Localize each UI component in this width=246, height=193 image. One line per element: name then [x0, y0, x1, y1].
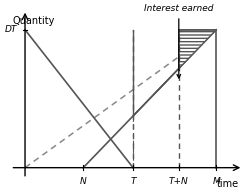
Text: N: N	[80, 177, 87, 186]
Text: Interest earned: Interest earned	[144, 4, 214, 78]
Text: time: time	[217, 179, 239, 189]
Text: DT: DT	[4, 25, 17, 34]
Text: Quantity: Quantity	[13, 16, 55, 26]
Polygon shape	[133, 30, 216, 116]
Text: T+N: T+N	[169, 177, 189, 186]
Text: M: M	[212, 177, 220, 186]
Text: T: T	[130, 177, 136, 186]
